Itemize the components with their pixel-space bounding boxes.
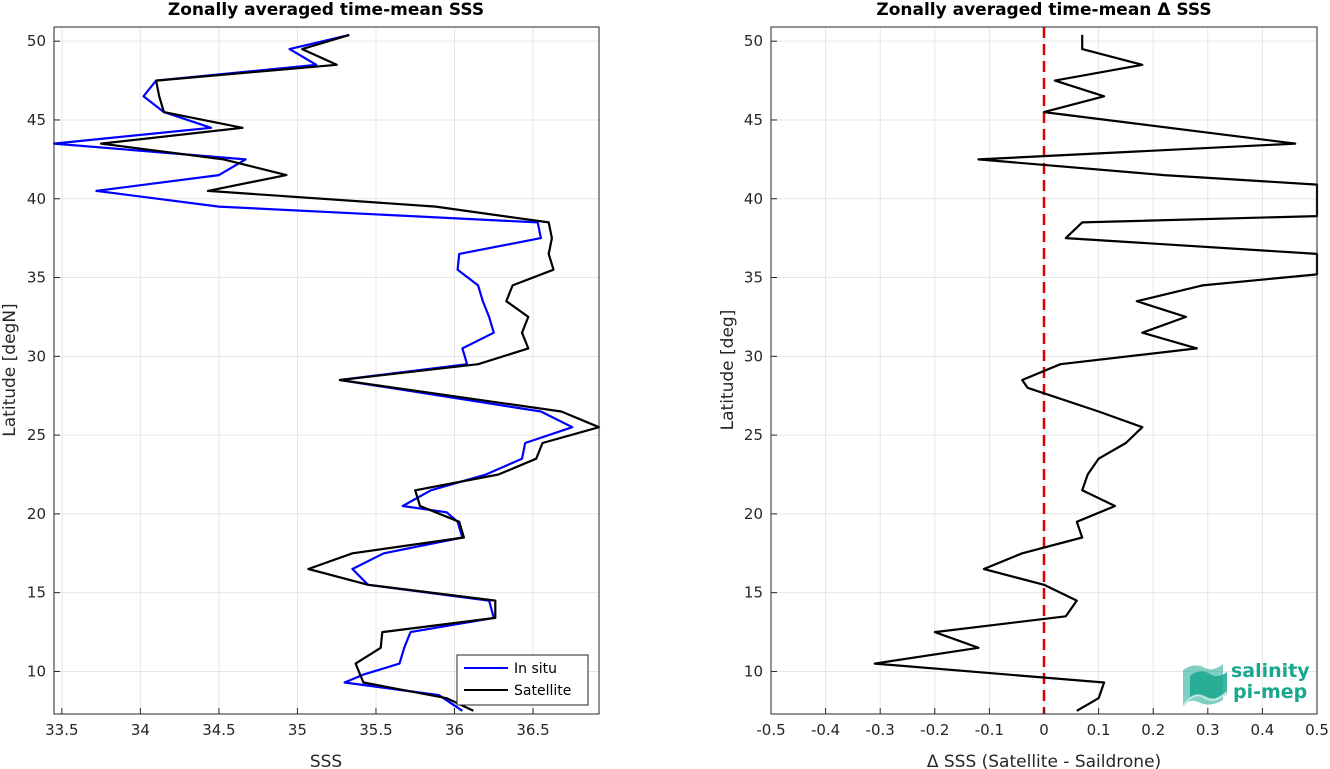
series-layer [873,34,1319,712]
x-tick-label: 0.5 [1305,721,1329,739]
x-axis-label: SSS [310,752,342,769]
y-tick-label: 15 [27,584,46,602]
y-tick-label: 15 [744,584,763,602]
x-tick-label: -0.3 [866,721,895,739]
chart-title: Zonally averaged time-mean SSS [168,0,484,20]
x-tick-label: 0.4 [1250,721,1274,739]
y-tick-label: 40 [27,190,46,208]
legend: In situ Satellite [456,654,589,706]
x-tick-label: -0.4 [811,721,840,739]
delta-sss-panel: -0.5 -0.4 -0.3 -0.2 -0.1 0 0.1 0.2 0.3 0.4 0.5 10 15… [718,0,1329,769]
y-tick-label: 50 [27,32,46,50]
y-tick-label: 45 [27,111,46,129]
y-tick-label: 45 [744,111,763,129]
x-tick-label: 33.5 [45,721,78,739]
x-tick-label: 34.5 [202,721,235,739]
series-line-delta [873,34,1319,712]
plot-area [54,27,599,714]
y-tick-label: 25 [744,426,763,444]
salinity-pi-mep-logo: salinity pi-mep [1182,660,1310,707]
chart-title: Zonally averaged time-mean Δ SSS [876,0,1211,20]
y-tick-label: 40 [744,190,763,208]
y-tick-label: 35 [744,269,763,287]
y-tick-label: 30 [744,347,763,365]
y-axis-label: Latitude [deg] [718,310,738,431]
x-tick-label: 35 [288,721,307,739]
x-tick-label: 0.3 [1196,721,1220,739]
x-tick-label: 36 [445,721,464,739]
legend-label-in-situ: In situ [514,661,557,677]
sss-panel: 33.5 34 34.5 35 35.5 36 36.5 10 15 20 25 30 35 40 45 50… [0,0,601,769]
y-tick-label: 20 [27,505,46,523]
wave-logo-icon [1182,664,1228,707]
x-tick-label: -0.1 [975,721,1004,739]
x-tick-label: -0.5 [756,721,785,739]
y-tick-label: 50 [744,32,763,50]
y-tick-label: 10 [27,662,46,680]
axes-box [53,26,600,715]
y-tick-label: 25 [27,426,46,444]
x-tick-label: 0.1 [1087,721,1111,739]
y-axis-label: Latitude [degN] [0,303,20,436]
x-tick-label: -0.2 [920,721,949,739]
ticks: -0.5 -0.4 -0.3 -0.2 -0.1 0 0.1 0.2 0.3 0.4 0.5 10 15… [744,32,1329,739]
y-tick-label: 10 [744,662,763,680]
ticks: 33.5 34 34.5 35 35.5 36 36.5 10 15 20 25 30 35 40 45 50 [27,32,550,739]
legend-label-satellite: Satellite [514,683,571,699]
x-tick-label: 0 [1039,721,1049,739]
legend-box [456,654,589,706]
y-tick-label: 35 [27,269,46,287]
y-tick-label: 20 [744,505,763,523]
series-line-satellite [99,33,601,712]
logo-text-line2: pi-mep [1233,681,1307,703]
y-tick-label: 30 [27,347,46,365]
x-tick-label: 36.5 [516,721,549,739]
series-layer [52,33,601,712]
x-tick-label: 34 [131,721,150,739]
x-axis-label: Δ SSS (Satellite - Saildrone) [927,752,1161,769]
logo-text-line1: salinity [1231,660,1310,682]
x-tick-label: 35.5 [359,721,392,739]
x-tick-label: 0.2 [1141,721,1165,739]
